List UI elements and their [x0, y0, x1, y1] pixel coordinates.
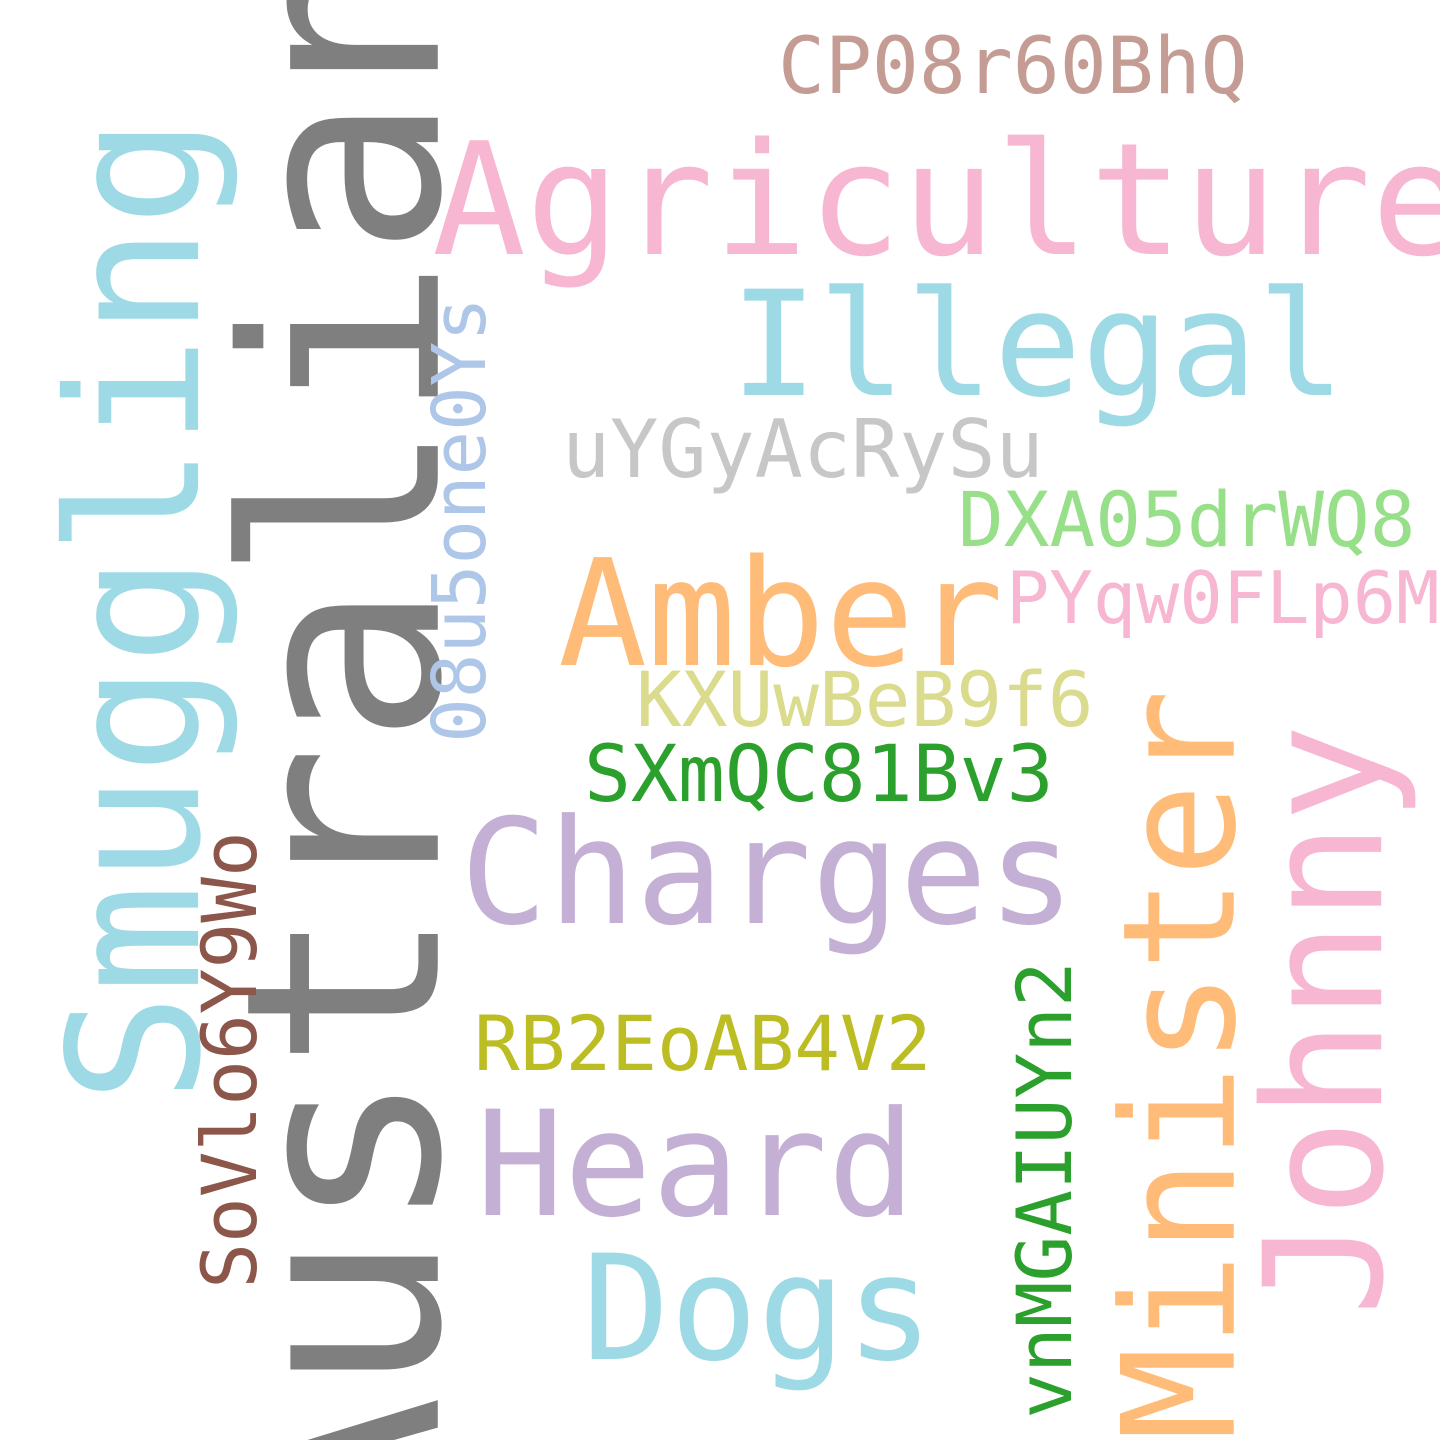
word-08u5one0ys-box: 08u5one0Ys [417, 280, 503, 760]
word-sovlo6y9wo-box: SoVlo6Y9Wo [185, 820, 274, 1300]
word-uygyacrysu: uYGyAcRySu [562, 403, 1044, 496]
word-agriculture: Agriculture [432, 109, 1440, 291]
word-amber: Amber [558, 528, 1004, 700]
word-vnmgaiuyn2-box: vnMGAIUYn2 [1000, 950, 1089, 1430]
word-dogs: Dogs [582, 1224, 934, 1394]
word-heard: Heard [476, 1080, 916, 1250]
word-08u5one0ys: 08u5one0Ys [417, 297, 503, 743]
word-sovlo6y9wo: SoVlo6Y9Wo [185, 831, 274, 1289]
word-illegal: Illegal [730, 260, 1346, 430]
word-dxa05drwq8: DXA05drWQ8 [958, 475, 1416, 564]
word-pyqw0flp6m: PYqw0FLp6M [1006, 556, 1440, 640]
word-kxuwbeb9f6: KXUwBeB9f6 [636, 655, 1094, 744]
word-rb2eoab4v2: RB2EoAB4V2 [474, 999, 932, 1088]
word-vnmgaiuyn2: vnMGAIUYn2 [1000, 961, 1089, 1419]
word-charges: Charges [460, 788, 1076, 958]
word-sxmqc81bv3: SXmQC81Bv3 [584, 730, 1054, 820]
word-johnny-box: Johnny [1229, 724, 1420, 1316]
word-johnny: Johnny [1229, 723, 1421, 1317]
word-cp08r60bhq: CP08r60BhQ [778, 22, 1248, 112]
